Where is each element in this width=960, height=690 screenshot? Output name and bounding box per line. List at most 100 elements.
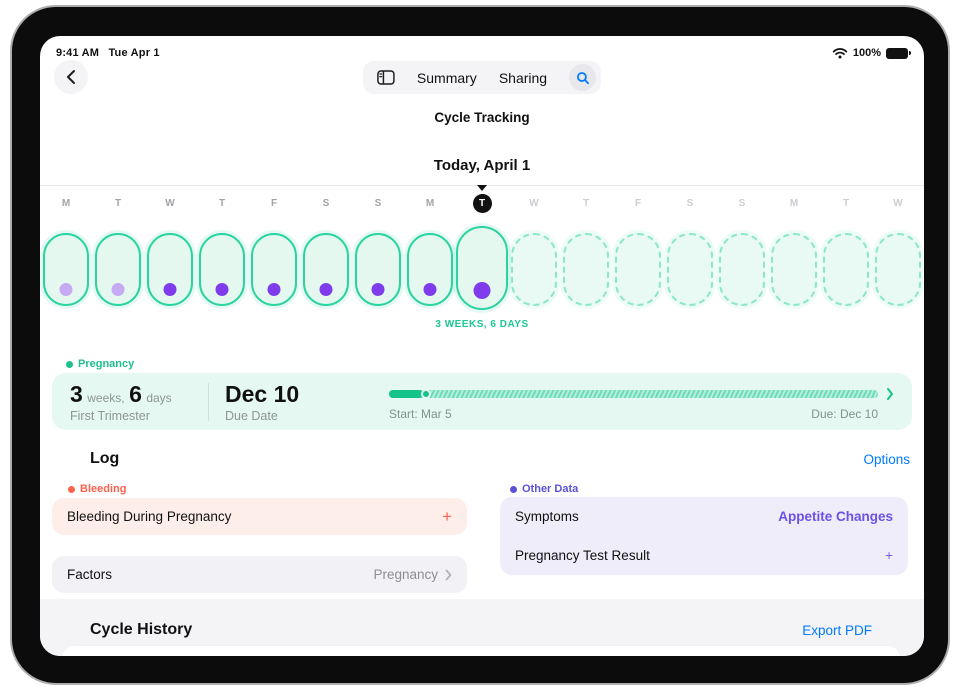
day-cell[interactable] (511, 233, 557, 306)
symptoms-row[interactable]: Symptoms Appetite Changes (515, 499, 893, 535)
cycle-history-card[interactable] (62, 646, 900, 656)
pregnancy-progress-dot (421, 388, 432, 399)
tab-summary[interactable]: Summary (416, 69, 477, 86)
add-pregnancy-test-button[interactable]: + (885, 548, 893, 563)
day-letter-slot: F (248, 189, 300, 217)
ipad-device-frame: 9:41 AM Tue Apr 1 100% (10, 5, 950, 685)
day-letter-slot: F (612, 189, 664, 217)
day-cell[interactable] (563, 233, 609, 306)
today-marker-triangle-icon (477, 185, 487, 191)
add-bleeding-button[interactable]: + (442, 506, 452, 526)
bleeding-row[interactable]: Bleeding During Pregnancy + (52, 498, 467, 535)
day-letter-slot: S (664, 189, 716, 217)
day-cell[interactable] (667, 233, 713, 306)
day-cell[interactable] (771, 233, 817, 306)
bleeding-item-label: Bleeding During Pregnancy (67, 509, 232, 524)
back-button[interactable] (54, 60, 88, 94)
day-cell-slot (820, 226, 872, 318)
symptoms-value[interactable]: Appetite Changes (778, 509, 893, 524)
log-heading: Log (90, 450, 120, 467)
due-date-value: Dec 10 (225, 380, 300, 407)
day-letter-slot: T (560, 189, 612, 217)
day-cell-slot (508, 226, 560, 318)
pregnancy-progress-block: Start: Mar 5 Due: Dec 10 (389, 383, 894, 421)
day-cell-slot (768, 226, 820, 318)
today-letter-badge: T (472, 193, 492, 213)
wifi-icon (832, 47, 848, 59)
pregnancy-duration-block: 3 weeks, 6 days First Trimester (70, 381, 192, 423)
today-title: Today, April 1 (433, 157, 531, 174)
symptoms-label: Symptoms (515, 509, 579, 524)
day-letter: S (738, 197, 746, 209)
page-title: Cycle Tracking (434, 110, 530, 125)
factors-row[interactable]: Factors Pregnancy (52, 556, 467, 593)
period-prediction-dot (163, 283, 177, 296)
day-letter-slot: S (352, 189, 404, 217)
day-letter: M (789, 197, 799, 209)
day-cell[interactable] (251, 233, 297, 306)
day-cell[interactable] (303, 233, 349, 306)
day-letter-slot: M (404, 189, 456, 217)
due-date-block: Dec 10 Due Date (225, 381, 365, 423)
pregnancy-summary-card[interactable]: 3 weeks, 6 days First Trimester Dec 10 D… (52, 373, 912, 430)
other-data-section-text: Other Data (522, 483, 579, 495)
day-cell[interactable] (95, 233, 141, 306)
day-letter: S (686, 197, 694, 209)
day-cell[interactable] (456, 226, 508, 310)
pregnancy-duration-label: 3 WEEKS, 6 DAYS (435, 319, 529, 330)
search-button[interactable] (569, 64, 597, 91)
pregnancy-section-label: Pregnancy (66, 358, 134, 370)
weeks-value: 3 (70, 380, 83, 407)
day-letter: T (114, 197, 122, 209)
day-cell[interactable] (147, 233, 193, 306)
pregnancy-test-row[interactable]: Pregnancy Test Result + (515, 538, 893, 574)
day-cell[interactable] (43, 233, 89, 306)
day-letter: W (893, 197, 903, 209)
other-data-card: Symptoms Appetite Changes Pregnancy Test… (500, 497, 908, 575)
status-time-date: 9:41 AM Tue Apr 1 (56, 47, 160, 59)
day-cell[interactable] (355, 233, 401, 306)
day-letter: T (842, 197, 850, 209)
day-cell[interactable] (407, 233, 453, 306)
day-letter: T (218, 197, 226, 209)
pregnancy-progress-track (389, 388, 878, 399)
day-cell[interactable] (875, 233, 921, 306)
day-letter-slot: M (768, 189, 820, 217)
day-cell-slot (404, 226, 456, 318)
pregnancy-section-text: Pregnancy (78, 358, 135, 370)
day-cell[interactable] (199, 233, 245, 306)
export-pdf-link[interactable]: Export PDF (802, 623, 872, 638)
cycle-history-heading: Cycle History (90, 621, 193, 638)
day-cell[interactable] (615, 233, 661, 306)
search-icon (576, 71, 590, 85)
period-prediction-dot (371, 283, 385, 296)
day-cell-slot (456, 226, 508, 318)
day-letter-slot: T (820, 189, 872, 217)
day-cell-slot (664, 226, 716, 318)
screen: 9:41 AM Tue Apr 1 100% (40, 36, 924, 656)
pregnancy-progress-fill (389, 389, 424, 398)
day-letter: M (61, 197, 71, 209)
days-unit: days (146, 390, 172, 405)
day-letter: W (165, 197, 175, 209)
day-cell-slot (560, 226, 612, 318)
day-letter-slot: W (508, 189, 560, 217)
chevron-right-icon[interactable] (886, 387, 894, 401)
day-cell[interactable] (823, 233, 869, 306)
day-letter: S (322, 197, 330, 209)
day-cell[interactable] (719, 233, 765, 306)
day-letter-slot: T (456, 185, 508, 217)
options-link[interactable]: Options (863, 452, 910, 467)
day-letter-slot: W (144, 189, 196, 217)
day-cell-row (40, 226, 924, 318)
card-divider (208, 382, 209, 421)
day-letter-slot: W (872, 189, 924, 217)
day-letter: T (582, 197, 590, 209)
period-prediction-dot (319, 283, 333, 296)
sidebar-toggle-button[interactable] (377, 70, 395, 85)
factors-label: Factors (67, 567, 113, 582)
day-cell-slot (352, 226, 404, 318)
period-prediction-dot (215, 283, 229, 296)
tab-sharing[interactable]: Sharing (498, 69, 548, 86)
